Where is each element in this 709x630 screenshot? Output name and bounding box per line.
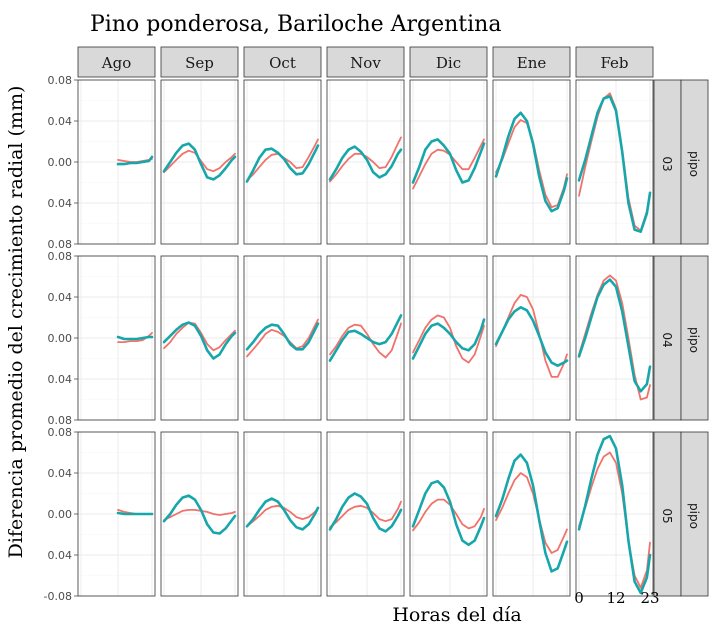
row-strip [680, 255, 709, 421]
column-strip-label: Sep [185, 54, 214, 72]
column-strip-label: Oct [269, 54, 296, 72]
y-tick-label: 0.00 [48, 156, 73, 169]
series-line-teal [162, 494, 237, 535]
panel-border [160, 431, 239, 597]
series-line-teal [411, 138, 486, 184]
row-strip [653, 79, 682, 245]
x-axis-ticks: 0 12 23 [574, 589, 659, 607]
panel-border [160, 255, 239, 421]
panel-border [243, 255, 322, 421]
panel-border [326, 79, 405, 245]
column-strip [409, 46, 488, 78]
panel-border [326, 255, 405, 421]
row-strip-label: 04 [660, 332, 674, 347]
column-strip [77, 46, 156, 78]
panel-border [409, 431, 488, 597]
series-line-teal [328, 314, 403, 362]
panel-border [575, 255, 654, 421]
column-strip [160, 46, 239, 78]
column-strip-label: Ene [517, 54, 547, 72]
series-line-teal [577, 434, 652, 595]
series-line-teal [245, 497, 320, 531]
row-strip [680, 79, 709, 245]
series-line-red [495, 472, 568, 554]
series-line-red [329, 322, 402, 359]
series-line-teal [245, 144, 320, 183]
panel-border [492, 79, 571, 245]
row-strip [653, 255, 682, 421]
panel-border [492, 255, 571, 421]
column-strips: Ago Sep Oct Nov Dic Ene Feb [77, 46, 654, 78]
x-axis-label: Horas del día [392, 604, 521, 626]
series-line-teal [411, 479, 486, 547]
series-line-teal [577, 278, 652, 393]
y-tick-label: 0.00 [48, 508, 73, 521]
panel-border [409, 79, 488, 245]
column-strip-label: Ago [101, 54, 131, 72]
row-strip-label: pipo [687, 327, 701, 353]
series-line-red [329, 136, 402, 183]
series-line-teal [494, 453, 569, 573]
panel-border [243, 79, 322, 245]
panel-border [575, 79, 654, 245]
series-line-teal [116, 155, 154, 166]
panel-border [409, 255, 488, 421]
series-line-teal [577, 95, 652, 233]
y-tick-label: 0.04 [48, 291, 73, 304]
y-tick-label: 0.04 [48, 373, 73, 386]
series-line-teal [116, 335, 154, 341]
column-strip-label: Dic [436, 54, 461, 72]
series-line-teal [328, 492, 403, 533]
column-strip [243, 46, 322, 78]
series-line-teal [328, 145, 403, 181]
series-line-red [578, 451, 651, 589]
y-tick-label: 0.04 [48, 467, 73, 480]
series-line-red [163, 321, 236, 352]
series-line-teal [162, 321, 237, 360]
y-tick-label: -0.08 [44, 590, 72, 603]
panel-border [326, 431, 405, 597]
y-tick-label: 0.04 [48, 197, 73, 210]
series-line-teal [162, 142, 237, 181]
y-tick-label: 0.08 [48, 238, 73, 251]
column-strip [326, 46, 405, 78]
series-line-teal [116, 511, 154, 516]
panel-border [575, 431, 654, 597]
y-tick-label: 0.04 [48, 549, 73, 562]
y-tick-label: 0.00 [48, 332, 73, 345]
series-line-teal [494, 111, 569, 213]
row-strip-label: pipo [687, 151, 701, 177]
panel-border [243, 431, 322, 597]
panel-border [160, 79, 239, 245]
panel-border [492, 431, 571, 597]
x-tick-label: 0 [574, 589, 584, 607]
column-strip [575, 46, 654, 78]
row-strip-label: pipo [687, 503, 701, 529]
y-tick-label: 0.08 [48, 74, 73, 87]
series-line-teal [494, 305, 569, 368]
column-strip-label: Feb [600, 54, 628, 72]
x-tick-label: 12 [606, 589, 625, 607]
y-axis-label: Diferencia promedio del crecimiento radi… [5, 86, 27, 559]
series-line-teal [245, 322, 320, 351]
series-line-teal [411, 318, 486, 360]
column-strip [492, 46, 571, 78]
y-tick-label: 0.04 [48, 115, 73, 128]
y-tick-label: 0.08 [48, 426, 73, 439]
series-line-red [329, 500, 402, 529]
row-strip [653, 431, 682, 597]
column-strip-label: Nov [350, 54, 381, 72]
row-strips: 03 pipo 04 pipo 05 pipo [653, 79, 709, 597]
panel-grid [77, 79, 654, 597]
x-tick-label: 23 [640, 589, 659, 607]
y-axis-ticks: 0.080.040.000.040.080.080.040.000.040.08… [44, 74, 78, 603]
y-tick-label: 0.08 [48, 250, 73, 263]
row-strip-label: 03 [660, 156, 674, 171]
series-line-red [412, 314, 485, 364]
row-strip [680, 431, 709, 597]
y-tick-label: 0.08 [48, 414, 73, 427]
chart-title: Pino ponderosa, Bariloche Argentina [90, 12, 501, 37]
row-strip-label: 05 [660, 508, 674, 523]
